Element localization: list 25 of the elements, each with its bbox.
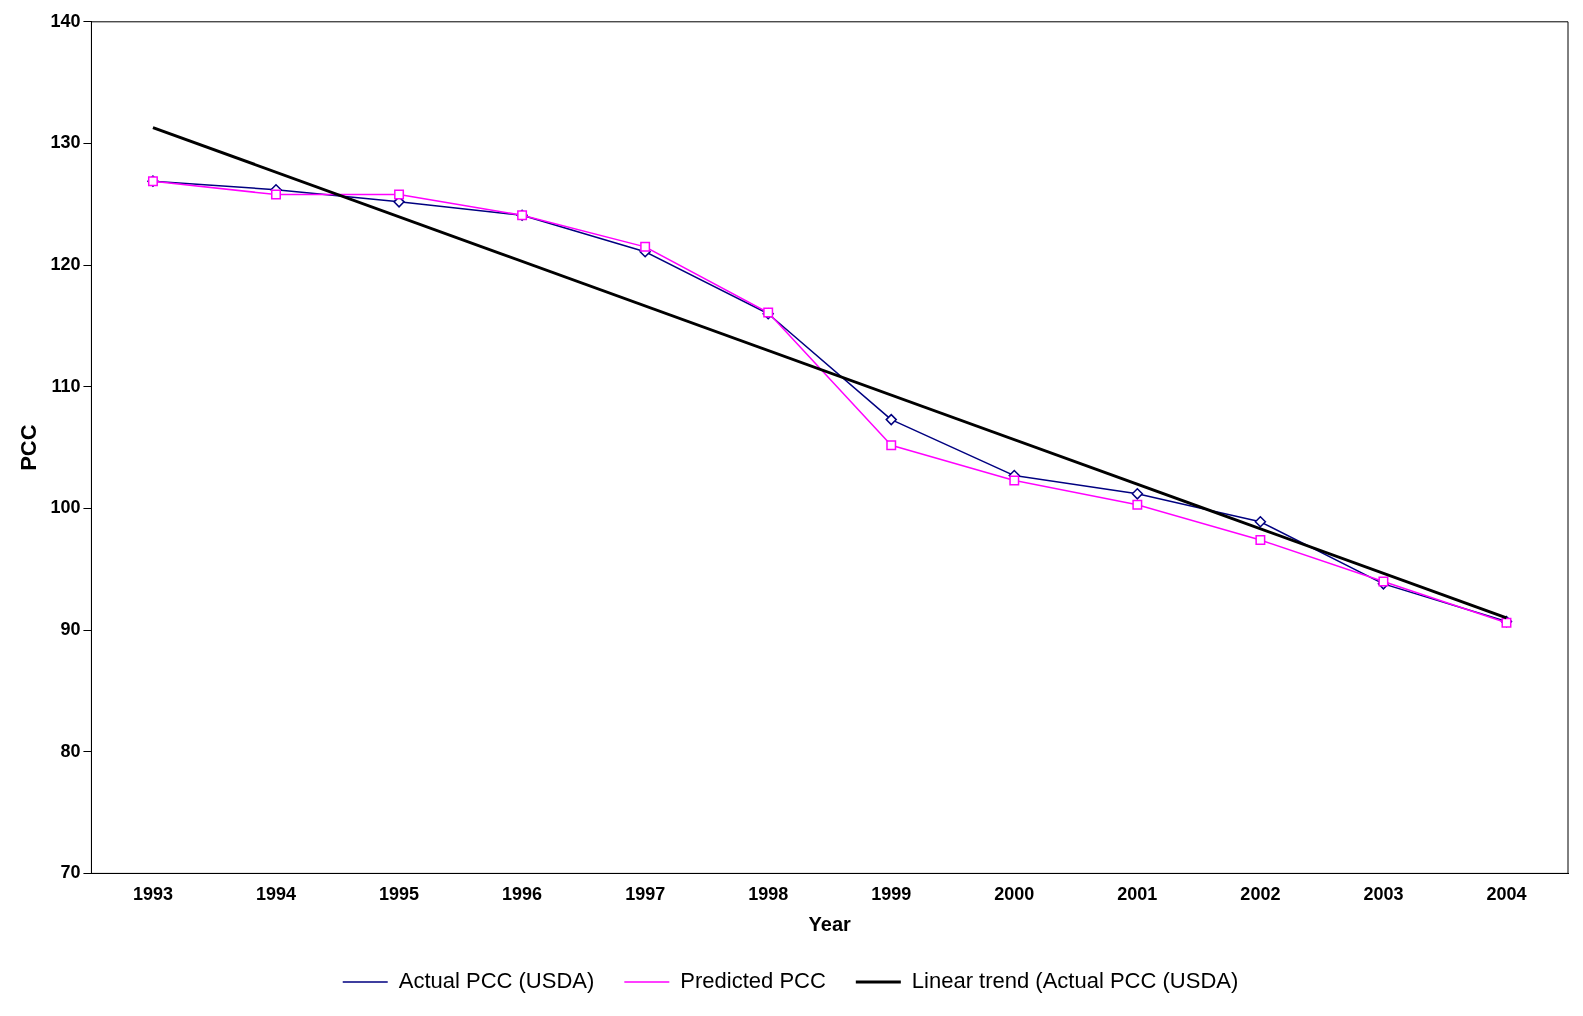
x-tick-label: 1996 [502, 884, 543, 905]
x-tick-label: 1995 [379, 884, 420, 905]
legend-label: Linear trend (Actual PCC (USDA) [911, 968, 1239, 994]
y-tick-label: 100 [50, 497, 81, 518]
legend-label: Actual PCC (USDA) [398, 968, 595, 994]
y-tick-label: 140 [50, 10, 81, 31]
y-tick-label: 70 [60, 862, 81, 883]
y-tick-label: 130 [50, 132, 81, 153]
x-tick-label: 1994 [255, 884, 297, 905]
legend-label: Predicted PCC [680, 968, 826, 994]
x-tick-label: 2002 [1240, 884, 1281, 905]
y-tick-label: 90 [60, 619, 81, 640]
y-tick-label: 110 [51, 375, 81, 396]
y-tick-label: 80 [60, 740, 81, 761]
x-tick-label: 2004 [1486, 884, 1527, 905]
x-tick-label: 1998 [748, 884, 789, 905]
x-tick-label: 1993 [132, 884, 173, 905]
x-tick-label: 2003 [1363, 884, 1404, 905]
y-axis-title: PCC [16, 424, 42, 471]
x-axis-title: Year [808, 912, 852, 935]
x-tick-label: 2000 [994, 884, 1035, 905]
x-tick-label: 2001 [1117, 884, 1158, 905]
y-tick-label: 120 [50, 254, 81, 275]
x-tick-label: 1999 [871, 884, 912, 905]
x-tick-label: 1997 [625, 884, 666, 905]
